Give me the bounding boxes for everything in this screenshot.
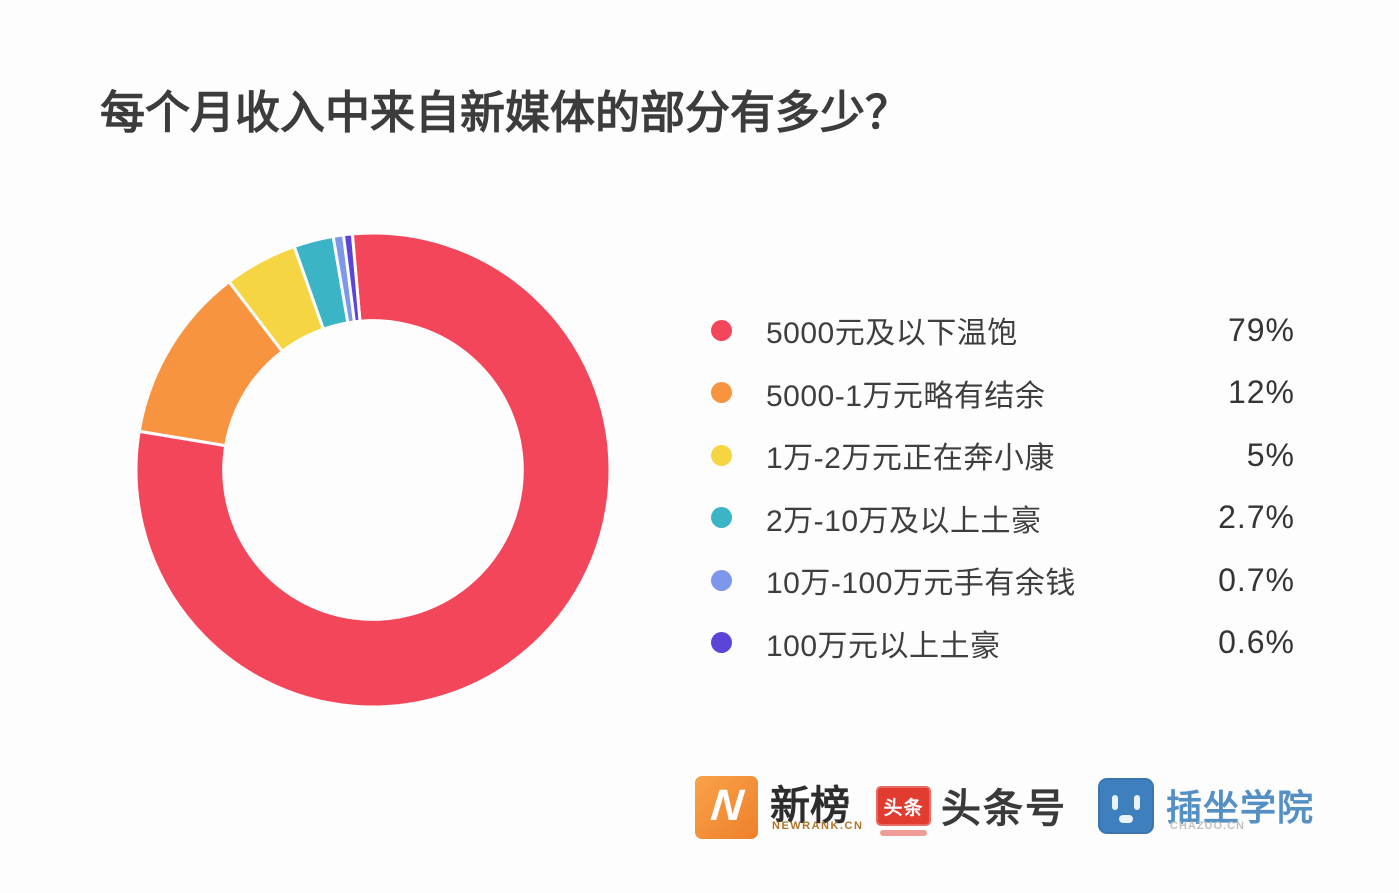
page-title: 每个月收入中来自新媒体的部分有多少？ [100, 87, 911, 138]
legend-label: 5000-1万元略有结余 [766, 379, 1046, 413]
legend-row: 5000元及以下温饱 79% [703, 299, 1295, 362]
legend-dot-icon [711, 444, 732, 466]
donut-slice-0 [134, 231, 612, 709]
toutiao-url-smudge [880, 830, 927, 836]
donut-slice-5 [341, 232, 362, 324]
legend-row: 5000-1万元略有结余 12% [703, 362, 1295, 425]
newrank-name: 新榜 [770, 784, 850, 828]
chazuo-url: CHAZUO.CN [1170, 820, 1245, 832]
legend-value: 2.7% [1218, 499, 1295, 536]
legend-dot-icon [711, 319, 732, 341]
legend-label: 1万-2万元正在奔小康 [766, 442, 1055, 476]
legend-dot-icon [711, 507, 732, 529]
legend-row: 10万-100万元手有余钱 0.7% [703, 549, 1295, 612]
legend-row: 1万-2万元正在奔小康 5% [703, 424, 1295, 487]
legend-dot-icon [711, 569, 732, 591]
toutiao-name: 头条号 [941, 787, 1067, 831]
donut-chart [134, 231, 612, 709]
legend-value: 79% [1227, 311, 1295, 348]
chazuo-eye-icon [1134, 795, 1140, 810]
newrank-n-glyph: N [708, 780, 746, 830]
legend-label: 5000元及以下温饱 [766, 317, 1018, 351]
legend-label: 10万-100万元手有余钱 [766, 567, 1076, 601]
chazuo-logo-icon [1098, 778, 1154, 834]
legend-label: 100万元以上土豪 [766, 629, 1001, 663]
legend-row: 2万-10万及以上土豪 2.7% [703, 487, 1295, 550]
legend-row: 100万元以上土豪 0.6% [703, 612, 1295, 675]
newrank-logo-icon: N [695, 776, 758, 839]
toutiao-logo-icon: 头条 [876, 786, 931, 826]
legend-dot-icon [711, 382, 732, 404]
toutiao-logo-text: 头条 [883, 797, 924, 819]
chazuo-mouth-icon [1119, 815, 1133, 823]
legend-value: 0.7% [1218, 561, 1295, 598]
chazuo-eye-icon [1112, 795, 1118, 810]
chazuo-name: 插坐学院 [1166, 787, 1315, 828]
legend-label: 2万-10万及以上土豪 [766, 504, 1042, 538]
legend-dot-icon [711, 632, 732, 654]
newrank-url: NEWRANK.CN [772, 820, 864, 832]
legend-value: 0.6% [1218, 624, 1295, 661]
legend-value: 12% [1227, 374, 1295, 411]
legend-value: 5% [1246, 436, 1295, 473]
chart-legend: 5000元及以下温饱 79% 5000-1万元略有结余 12% 1万-2万元正在… [703, 299, 1295, 674]
